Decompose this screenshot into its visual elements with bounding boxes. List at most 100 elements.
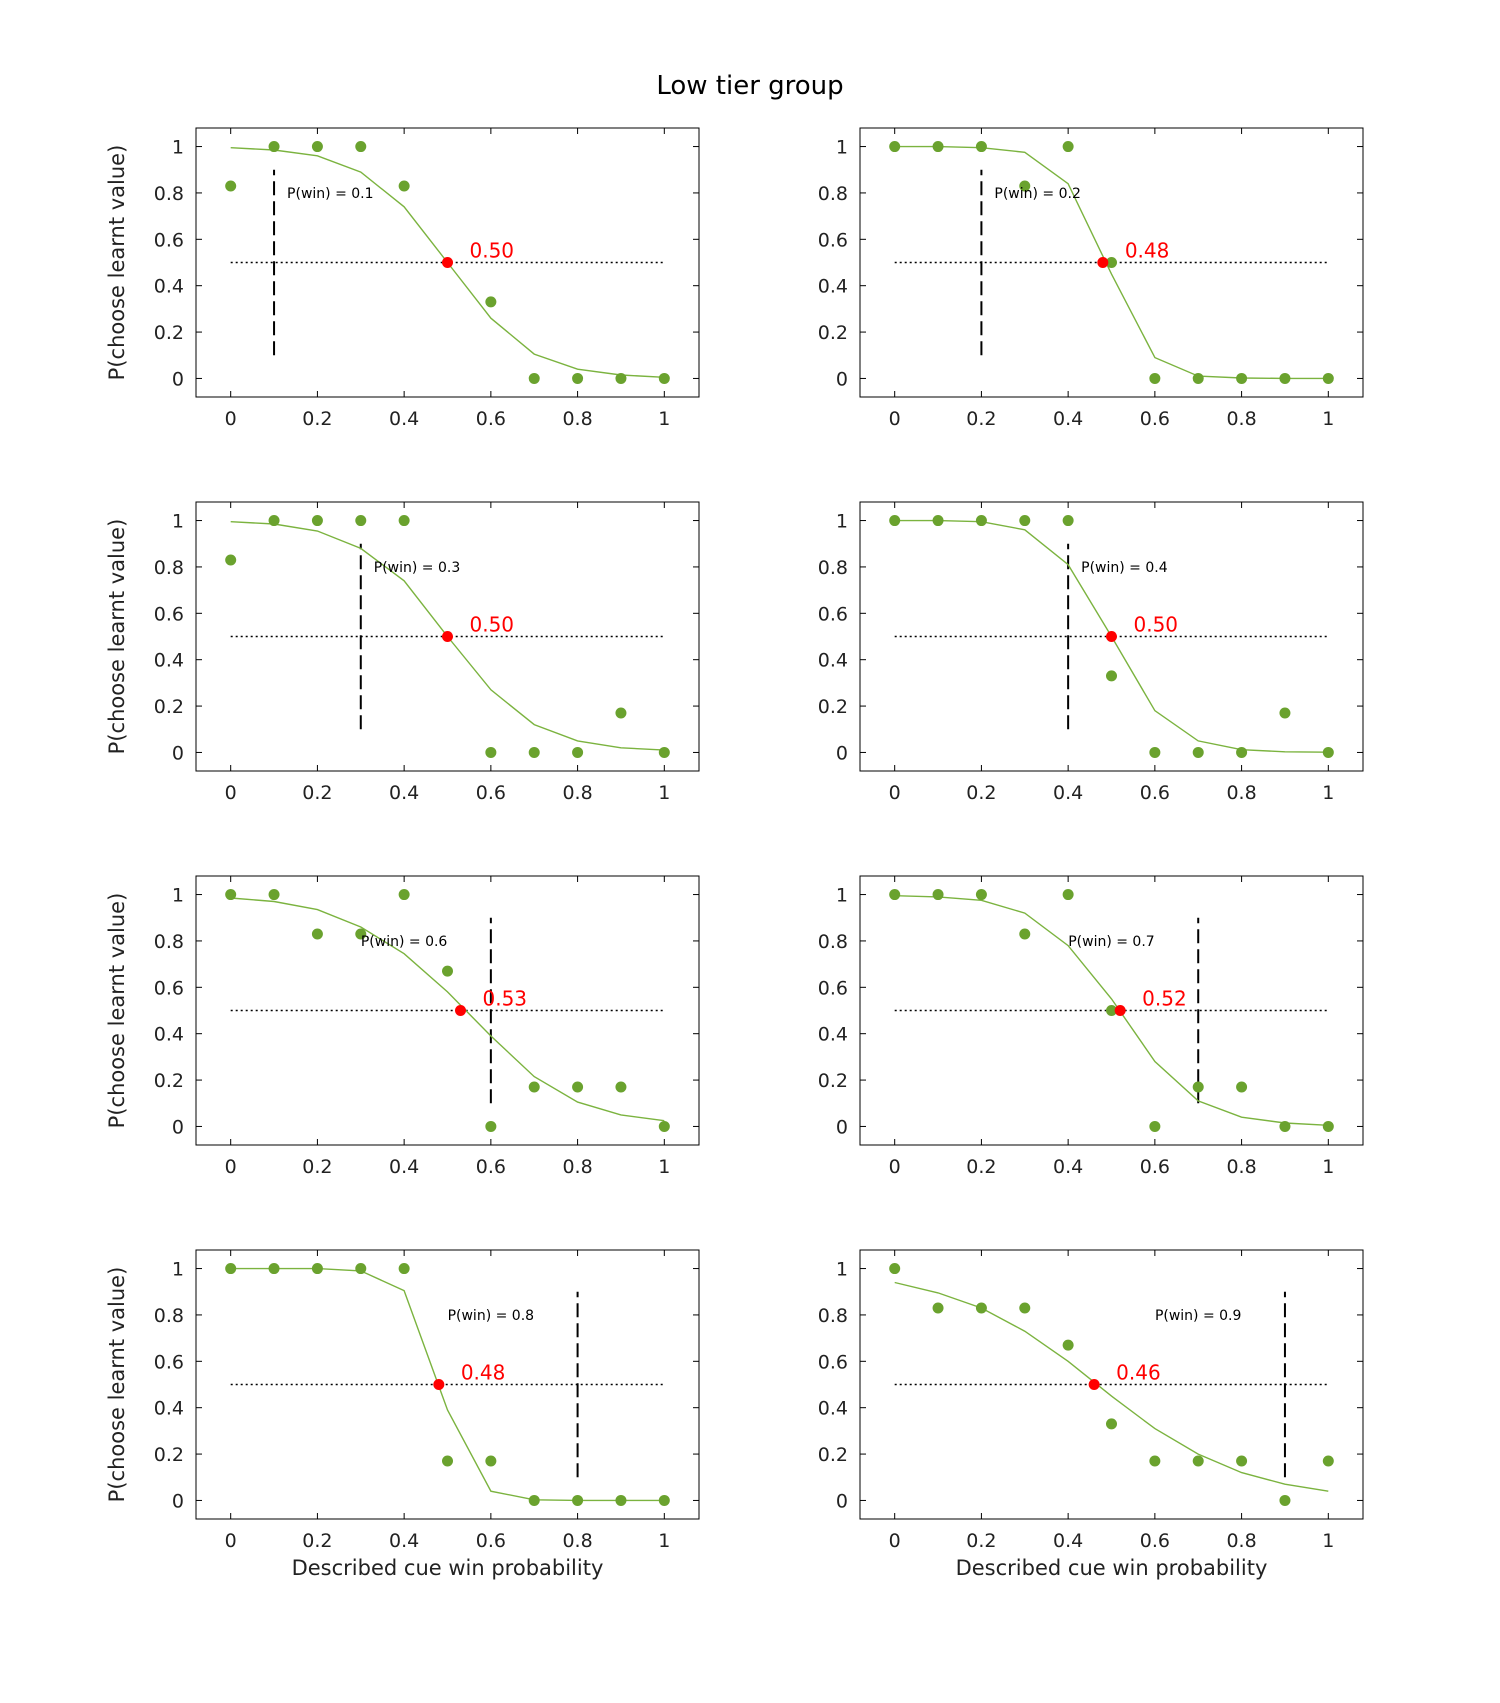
data-point [485, 1455, 497, 1467]
data-point [1279, 1120, 1291, 1132]
fit-curve [894, 895, 1329, 1126]
y-tick-label: 0.2 [818, 1070, 848, 1092]
figure-title: Low tier group [656, 71, 843, 101]
x-tick-label: 0.6 [1140, 782, 1170, 804]
pwin-label: P(win) = 0.3 [374, 560, 460, 576]
data-point [1149, 746, 1161, 758]
data-point [398, 1263, 410, 1275]
y-tick-label: 1 [172, 137, 184, 159]
data-point [1192, 1081, 1204, 1093]
data-point [1322, 372, 1334, 384]
indifference-label: 0.46 [1116, 1361, 1161, 1385]
panel-5: 0 0 0.2 0.2 0.4 0.4 0.6 0.6 0.8 0.8 1 1 P(choose lea… [105, 875, 700, 1178]
indifference-point [1106, 631, 1117, 642]
data-point [1149, 1120, 1161, 1132]
x-tick-label: 0.2 [302, 782, 332, 804]
x-tick-label: 0.4 [389, 1530, 419, 1552]
y-tick-label: 0.6 [818, 1351, 848, 1373]
data-point [268, 141, 280, 153]
indifference-point [1097, 257, 1109, 268]
plot-frame [859, 127, 1364, 398]
x-tick-label: 0.6 [476, 1156, 506, 1178]
x-tick-label: 0.4 [1053, 782, 1083, 804]
data-point [932, 515, 944, 527]
x-tick-label: 0.4 [1053, 1530, 1083, 1552]
data-point [1236, 746, 1248, 758]
indifference-label: 0.48 [461, 1361, 506, 1385]
data-point [975, 1302, 987, 1314]
x-tick-label: 0.2 [302, 1530, 332, 1552]
panels: 0 0 0.2 0.2 0.4 0.4 0.6 0.6 0.8 0.8 1 1 P(choose lea… [105, 127, 1364, 1580]
data-point [658, 746, 670, 758]
y-tick-label: 0.2 [154, 696, 184, 718]
pwin-label: P(win) = 0.9 [1155, 1308, 1241, 1324]
y-tick-label: 1 [172, 511, 184, 533]
fit-curve [894, 145, 1329, 380]
x-tick-label: 0.6 [1140, 1156, 1170, 1178]
y-tick-label: 0 [836, 742, 848, 764]
pwin-label: P(win) = 0.6 [361, 934, 448, 950]
data-point [975, 515, 987, 527]
data-point [1192, 1455, 1204, 1467]
data-point [615, 1081, 627, 1093]
panel-3: 0 0 0.2 0.2 0.4 0.4 0.6 0.6 0.8 0.8 1 1 P(choose lea… [105, 501, 700, 804]
x-tick-label: 0.8 [562, 1530, 592, 1552]
data-point [311, 141, 323, 153]
data-point [1149, 1455, 1161, 1467]
x-tick-label: 0.8 [562, 782, 592, 804]
data-point [355, 928, 367, 940]
data-point [889, 1263, 901, 1275]
x-tick-label: 0.8 [562, 1156, 592, 1178]
x-tick-label: 0.4 [1053, 408, 1083, 430]
data-point [528, 1494, 540, 1506]
indifference-point [442, 257, 453, 268]
indifference-point [433, 1379, 445, 1390]
data-point [975, 889, 987, 901]
y-tick-label: 0.8 [154, 557, 184, 579]
panel-4: 0 0 0.2 0.2 0.4 0.4 0.6 0.6 0.8 0.8 1 1 0.50 P(win) =… [818, 501, 1364, 804]
x-tick-label: 1 [658, 782, 670, 804]
y-tick-label: 0.4 [154, 1398, 184, 1420]
y-axis-label: P(choose learnt value) [105, 893, 129, 1129]
x-tick-label: 0.8 [1226, 1156, 1256, 1178]
panel-6: 0 0 0.2 0.2 0.4 0.4 0.6 0.6 0.8 0.8 1 1 0.52 P(win) =… [818, 875, 1364, 1178]
x-tick-label: 0.8 [562, 408, 592, 430]
y-tick-label: 0.6 [154, 1351, 184, 1373]
x-tick-label: 1 [1322, 1156, 1334, 1178]
data-point [1279, 372, 1291, 384]
x-tick-label: 0.6 [476, 782, 506, 804]
y-tick-label: 0.2 [818, 322, 848, 344]
data-point [932, 889, 944, 901]
x-tick-label: 1 [1322, 782, 1334, 804]
y-tick-label: 0.8 [154, 183, 184, 205]
y-tick-label: 0.4 [818, 276, 848, 298]
data-point [398, 515, 410, 527]
y-tick-label: 0.8 [818, 931, 848, 953]
data-point [1279, 1494, 1291, 1506]
data-point [1062, 889, 1074, 901]
x-tick-label: 0.2 [966, 1530, 996, 1552]
indifference-point [1088, 1379, 1100, 1390]
data-point [1192, 372, 1204, 384]
x-tick-label: 0.2 [302, 408, 332, 430]
fit-curve [894, 1281, 1329, 1492]
x-tick-label: 1 [1322, 1530, 1334, 1552]
plot-frame [195, 501, 700, 772]
data-point [528, 746, 540, 758]
data-point [889, 141, 901, 153]
x-tick-label: 0.4 [389, 782, 419, 804]
fit-curve [230, 897, 665, 1122]
plot-frame [195, 875, 700, 1146]
data-point [1322, 1120, 1334, 1132]
y-tick-label: 0 [172, 368, 184, 390]
y-tick-label: 0.2 [154, 1444, 184, 1466]
data-point [485, 746, 497, 758]
y-tick-label: 0.6 [818, 229, 848, 251]
data-point [528, 372, 540, 384]
data-point [1106, 1005, 1117, 1016]
y-tick-label: 0.2 [818, 1444, 848, 1466]
x-tick-label: 1 [658, 1530, 670, 1552]
data-point [1106, 1418, 1117, 1430]
data-point [658, 1120, 670, 1132]
y-tick-label: 1 [836, 511, 848, 533]
